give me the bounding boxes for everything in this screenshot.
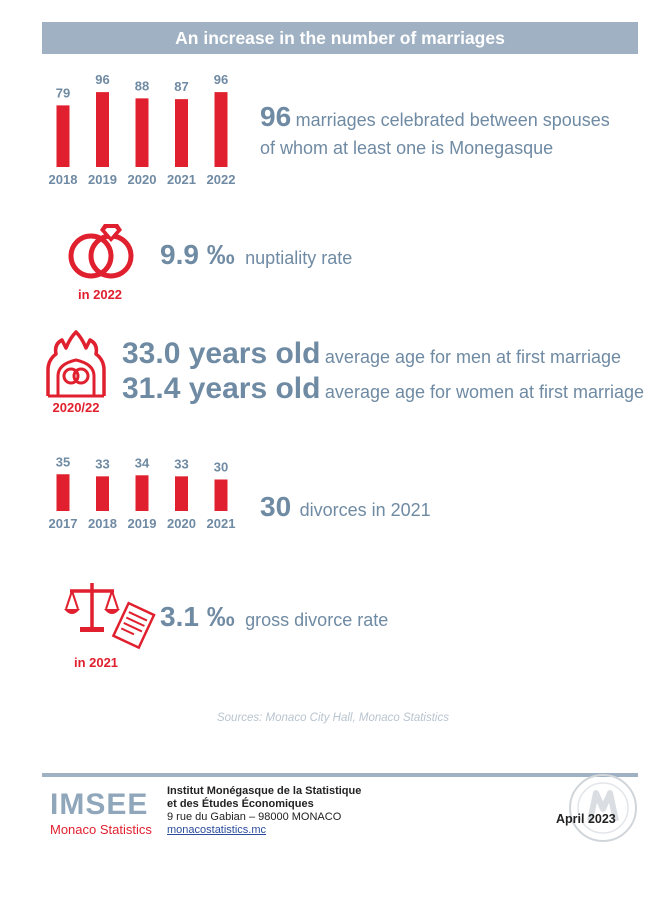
- bar-value-label: 88: [135, 78, 149, 93]
- bar-value-label: 34: [135, 455, 150, 470]
- bar-value-label: 87: [174, 79, 188, 94]
- logo-subtitle: Monaco Statistics: [50, 822, 152, 837]
- age-women-label: average age for women at first marriage: [324, 382, 645, 402]
- age-period: 2020/22: [52, 400, 100, 415]
- x-tick-label: 2020: [128, 172, 157, 187]
- footer-divider: [42, 773, 638, 777]
- bar: [214, 92, 228, 167]
- bar: [135, 98, 149, 167]
- x-tick-label: 2021: [207, 516, 236, 531]
- age-men-value: 33.0 years old: [122, 337, 321, 370]
- imsee-logo: IMSEE Monaco Statistics: [50, 788, 160, 838]
- divorce-rate-value: 3.1 ‰: [160, 601, 235, 632]
- bar-value-label: 35: [56, 454, 70, 469]
- age-women-value: 31.4 years old: [122, 372, 321, 405]
- logo-text: IMSEE: [50, 788, 149, 821]
- nuptiality-label: nuptiality rate: [245, 248, 353, 268]
- age-women-stat: 31.4 years old average age for women at …: [122, 372, 644, 406]
- bar: [175, 476, 188, 511]
- institute-address: 9 rue du Gabian – 98000 MONACO: [167, 811, 342, 823]
- nuptiality-stat: 9.9 ‰ nuptiality rate: [160, 239, 352, 271]
- bar: [96, 92, 109, 167]
- divorce-rate-year: in 2021: [73, 655, 119, 670]
- x-tick-label: 2020: [167, 516, 196, 531]
- marriages-text-line1: marriages celebrated between spouses: [295, 110, 610, 130]
- bar-value-label: 30: [214, 460, 228, 475]
- marriages-stat: 96 marriages celebrated between spouses …: [260, 101, 640, 163]
- bar: [56, 474, 70, 511]
- x-tick-label: 2019: [128, 516, 157, 531]
- institute-name-line2: et des Études Économiques: [167, 798, 314, 810]
- divorces-stat: 30 divorces in 2021: [260, 491, 431, 523]
- x-tick-label: 2017: [49, 516, 78, 531]
- official-seal-icon: [569, 774, 637, 842]
- publication-date: April 2023: [556, 812, 616, 826]
- divorces-value: 30: [260, 491, 292, 522]
- x-tick-label: 2018: [49, 172, 78, 187]
- nuptiality-year: in 2022: [77, 287, 123, 302]
- x-tick-label: 2022: [207, 172, 236, 187]
- sources-note: Sources: Monaco City Hall, Monaco Statis…: [216, 712, 449, 724]
- age-men-label: average age for men at first marriage: [324, 347, 622, 367]
- x-tick-label: 2021: [167, 172, 196, 187]
- x-tick-label: 2018: [88, 516, 117, 531]
- institute-name-line1: Institut Monégasque de la Statistique: [167, 785, 362, 797]
- divorce-rate-stat: 3.1 ‰ gross divorce rate: [160, 601, 388, 633]
- bar-value-label: 33: [174, 456, 188, 471]
- bar-value-label: 79: [56, 85, 70, 100]
- divorce-rate-label: gross divorce rate: [245, 610, 389, 630]
- x-tick-label: 2019: [88, 172, 117, 187]
- age-men-stat: 33.0 years old average age for men at fi…: [122, 337, 621, 371]
- marriages-text-line2: of whom at least one is Monegasque: [260, 138, 554, 158]
- divorces-label: divorces in 2021: [299, 500, 431, 520]
- bar-value-label: 33: [95, 456, 109, 471]
- bar: [175, 99, 188, 167]
- bar-value-label: 96: [95, 72, 109, 87]
- institute-info: Institut Monégasque de la Statistique et…: [167, 785, 361, 837]
- wedding-rings-icon: [68, 224, 134, 279]
- bar-value-label: 96: [214, 72, 228, 87]
- page-title: An increase in the number of marriages: [42, 22, 638, 54]
- bar: [56, 105, 70, 167]
- nuptiality-value: 9.9 ‰: [160, 239, 235, 270]
- church-rings-icon: [46, 330, 106, 398]
- bar: [135, 475, 149, 511]
- bar: [96, 476, 109, 511]
- website-link[interactable]: monacostatistics.mc: [167, 824, 267, 836]
- scales-of-justice-icon: [64, 583, 156, 650]
- marriages-value: 96: [260, 101, 292, 132]
- bar: [214, 479, 228, 511]
